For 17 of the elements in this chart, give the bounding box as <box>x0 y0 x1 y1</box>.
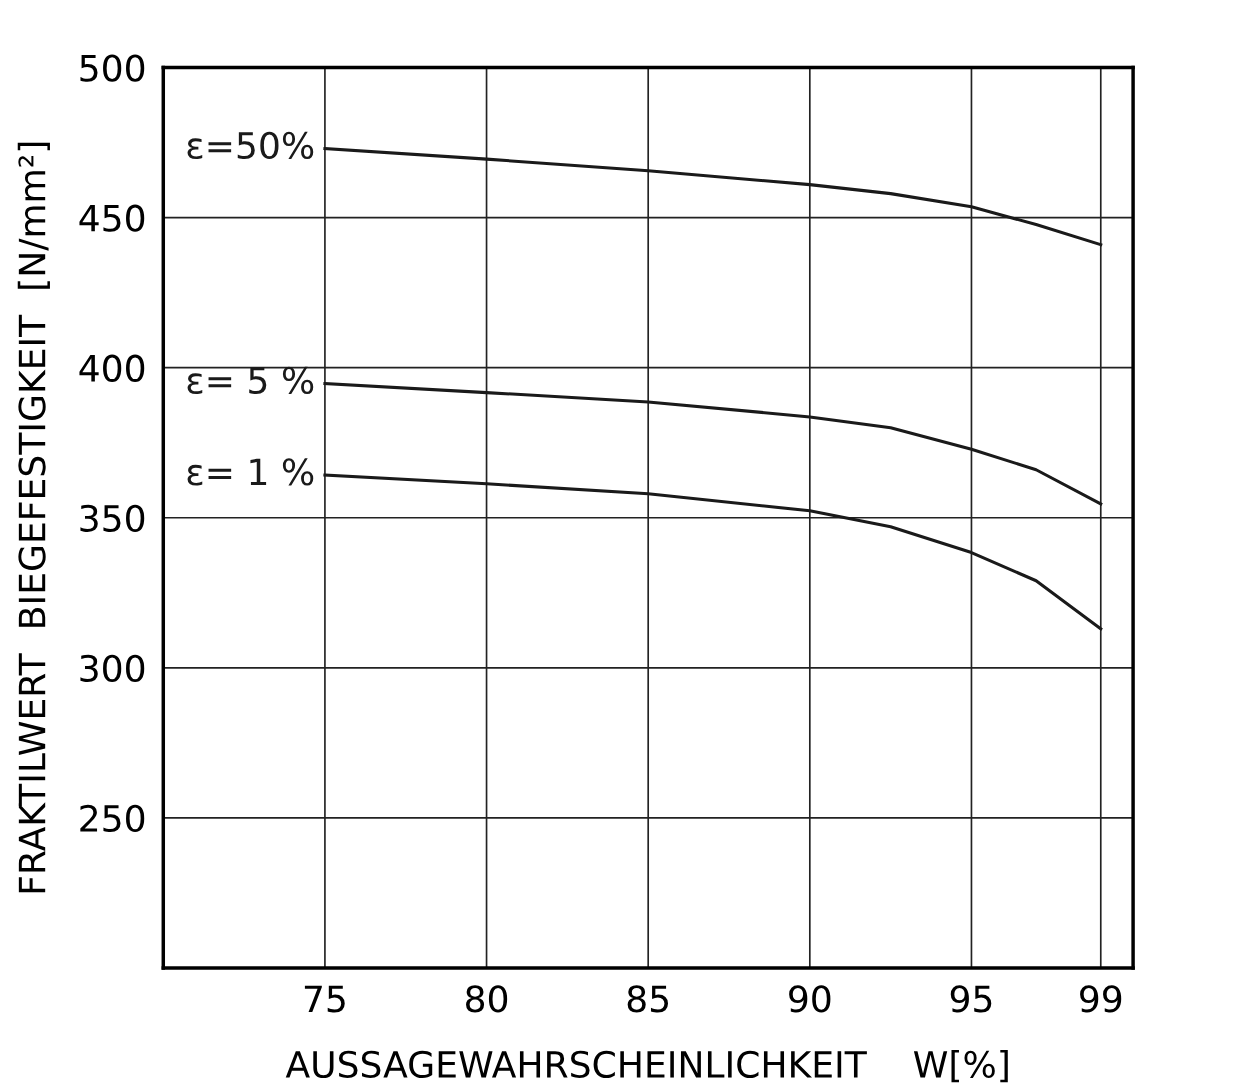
y-tick-label: 300 <box>80 654 145 683</box>
y-tick-label: 500 <box>80 54 145 82</box>
x-tick-label: 85 <box>627 985 669 1013</box>
x-tick-label: 80 <box>466 985 508 1013</box>
y-axis-title: FRAKTILWERT BIEGEFESTIGKEIT [N/mm²] <box>17 142 50 893</box>
y-tick-label: 250 <box>80 804 145 833</box>
x-tick-label: 90 <box>789 985 831 1013</box>
series-label: ε=50% <box>187 131 314 160</box>
series-label: ε= 1 % <box>187 458 314 486</box>
x-tick-label: 99 <box>1080 985 1122 1013</box>
x-tick-label: 75 <box>304 985 345 1013</box>
series-label: ε= 5 % <box>187 366 314 395</box>
x-tick-label: 95 <box>950 985 992 1013</box>
y-tick-label: 400 <box>79 354 145 382</box>
y-tick-label: 450 <box>79 204 145 232</box>
x-axis-title: AUSSAGEWAHRSCHEINLICHKEIT W[%] <box>285 1050 1008 1083</box>
y-tick-label: 350 <box>80 504 145 532</box>
